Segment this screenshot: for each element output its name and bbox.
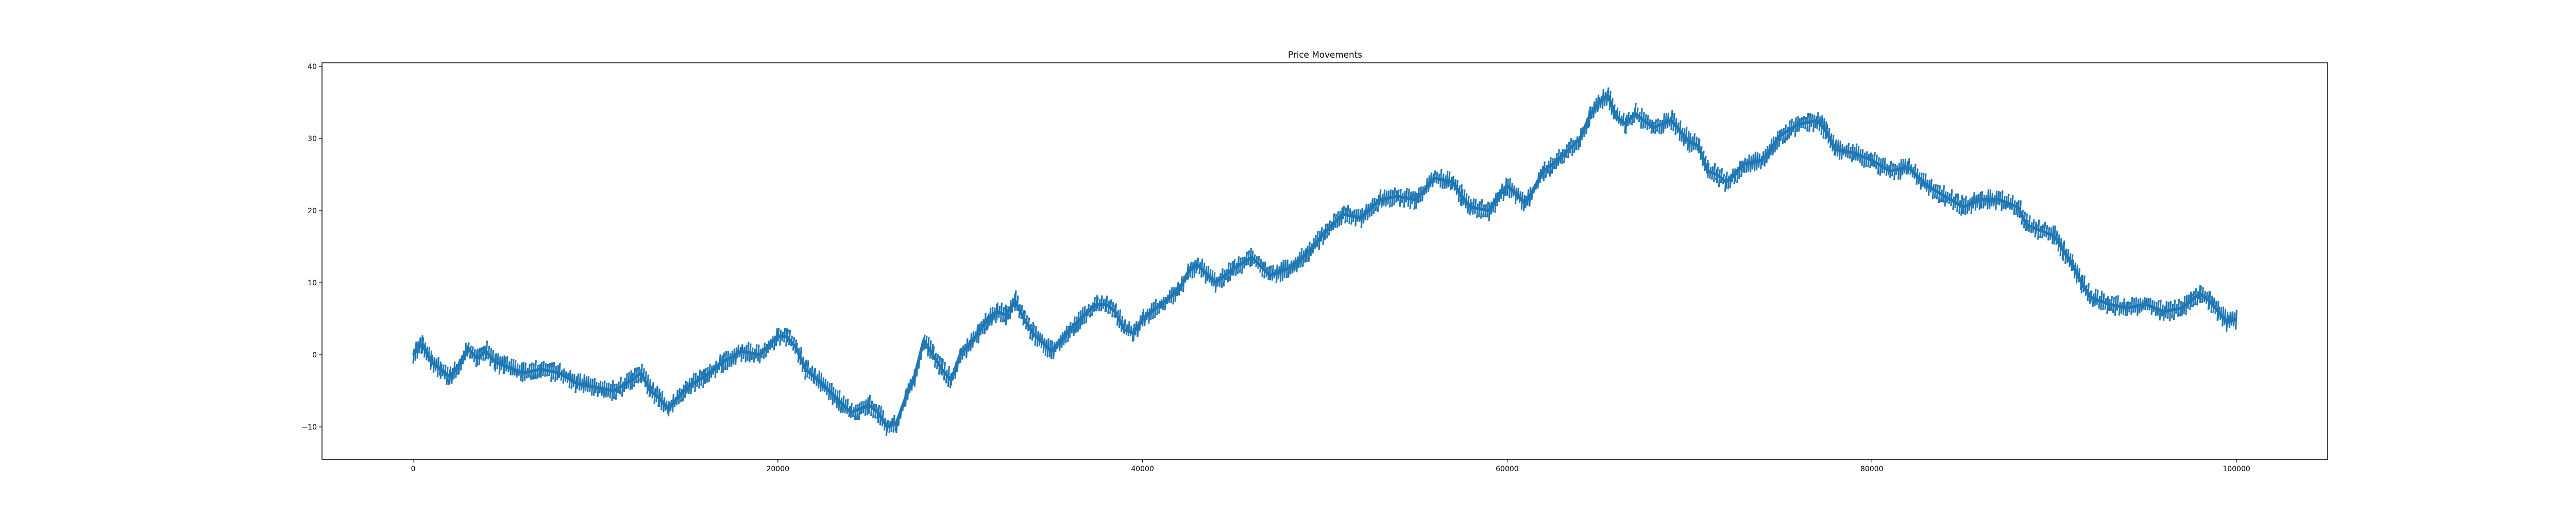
x-tick-label: 100000 <box>2223 465 2250 473</box>
chart-title: Price Movements <box>1288 49 1362 60</box>
y-tick-label: 20 <box>308 207 317 215</box>
y-tick-label: 10 <box>308 279 317 287</box>
plot-area: 0 20000 40000 60000 80000 100000 −10 0 10 20 30 40 <box>301 62 2328 473</box>
x-tick-label: 60000 <box>1496 465 1519 473</box>
y-tick-label: 30 <box>308 135 317 143</box>
y-tick-label: −10 <box>301 423 317 432</box>
y-tick-label: 40 <box>308 63 317 71</box>
x-tick-label: 20000 <box>766 465 789 473</box>
x-tick-label: 0 <box>411 465 415 473</box>
x-tick-label: 40000 <box>1131 465 1154 473</box>
x-tick-label: 80000 <box>1860 465 1884 473</box>
series-0-line <box>412 94 2238 428</box>
y-tick-label: 0 <box>312 351 317 359</box>
axes-frame <box>321 62 2328 460</box>
